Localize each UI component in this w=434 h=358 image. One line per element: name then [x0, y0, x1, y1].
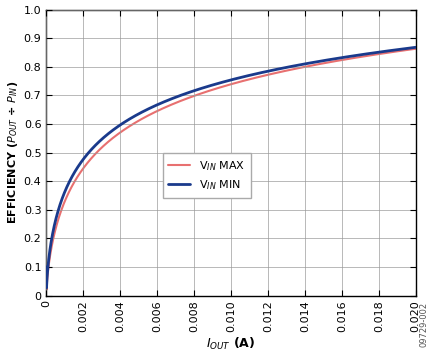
- V$_{IN}$ MIN: [347, 54, 352, 58]
- V$_{IN}$ MAX: [52, 230, 57, 234]
- V$_{IN}$ MAX: [64, 195, 69, 199]
- V$_{IN}$ MIN: [412, 45, 418, 49]
- V$_{IN}$ MAX: [412, 47, 418, 51]
- V$_{IN}$ MIN: [181, 92, 186, 96]
- V$_{IN}$ MAX: [44, 265, 49, 269]
- V$_{IN}$ MIN: [77, 163, 82, 167]
- V$_{IN}$ MAX: [181, 98, 186, 102]
- V$_{IN}$ MIN: [44, 286, 49, 290]
- V$_{IN}$ MIN: [44, 265, 49, 269]
- V$_{IN}$ MIN: [52, 221, 57, 226]
- Legend: V$_{IN}$ MAX, V$_{IN}$ MIN: V$_{IN}$ MAX, V$_{IN}$ MIN: [162, 153, 250, 198]
- V$_{IN}$ MAX: [77, 172, 82, 176]
- V$_{IN}$ MIN: [64, 186, 69, 190]
- X-axis label: $I_{OUT}$ (A): $I_{OUT}$ (A): [206, 337, 255, 352]
- V$_{IN}$ MAX: [44, 287, 49, 292]
- Line: V$_{IN}$ MAX: V$_{IN}$ MAX: [46, 49, 415, 290]
- Line: V$_{IN}$ MIN: V$_{IN}$ MIN: [46, 47, 415, 288]
- V$_{IN}$ MAX: [265, 72, 270, 77]
- V$_{IN}$ MIN: [265, 69, 270, 73]
- Text: 09729-002: 09729-002: [418, 302, 427, 347]
- Y-axis label: EFFICIENCY ($P_{OUT}$ ÷ $P_{IN}$): EFFICIENCY ($P_{OUT}$ ÷ $P_{IN}$): [6, 81, 20, 224]
- V$_{IN}$ MAX: [347, 57, 352, 61]
